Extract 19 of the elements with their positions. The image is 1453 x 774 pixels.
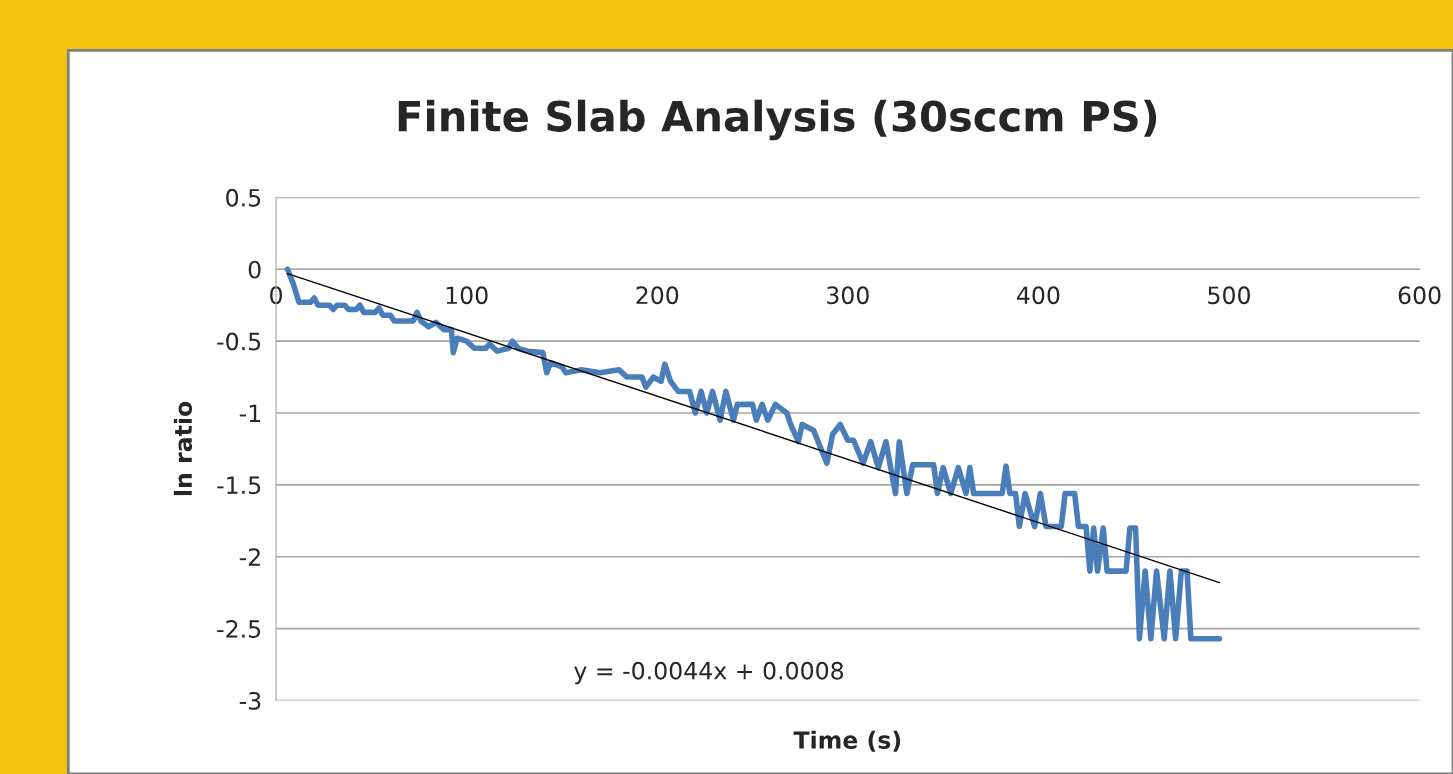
y-tick-label: -2 (239, 548, 260, 566)
y-tick-label: -1 (239, 404, 260, 422)
x-tick-label: 100 (446, 286, 488, 305)
y-axis-title: ln ratio (173, 401, 193, 496)
y-tick-label: -1.5 (217, 476, 261, 495)
y-tick-label: -0.5 (217, 332, 261, 351)
y-tick-label: -2.5 (217, 620, 261, 638)
x-tick-label: 300 (827, 286, 869, 305)
y-tick-label: 0 (248, 260, 261, 279)
chart-title: Finite Slab Analysis (30sccm PS) (398, 99, 1157, 141)
x-tick-label: 0 (270, 286, 283, 305)
x-axis-title: Time (s) (793, 730, 901, 752)
x-tick-label: 500 (1208, 286, 1250, 305)
annotation: y = -0.0044x + 0.0008 (574, 661, 844, 685)
x-tick-label: 400 (1017, 286, 1060, 305)
x-tick-label: 200 (636, 286, 679, 305)
y-tick-label: 0.5 (226, 188, 261, 207)
x-tick-label: 600 (1398, 286, 1441, 305)
y-tick-label: -3 (239, 691, 261, 710)
